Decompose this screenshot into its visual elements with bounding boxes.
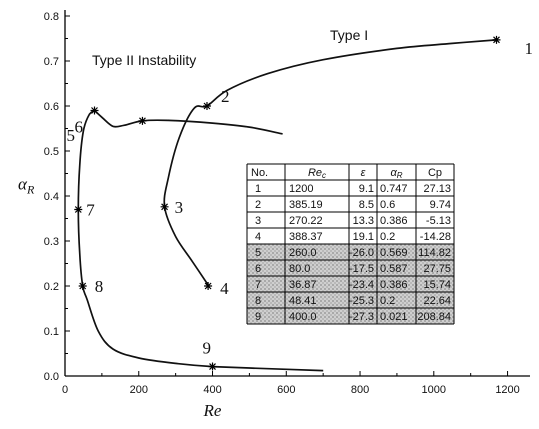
table-cell: 0.587	[380, 263, 408, 275]
y-tick-label: 0.4	[44, 191, 59, 203]
annotation-type-i: Type I	[330, 27, 368, 43]
table-cell: 2	[255, 199, 261, 211]
table-cell: 9.1	[359, 183, 374, 195]
table-cell: 5	[255, 247, 261, 259]
table-cell: -14.28	[420, 231, 451, 243]
x-tick-label: 1000	[422, 384, 446, 396]
table-header-cell: ε	[361, 167, 366, 179]
table-cell: 8	[255, 295, 261, 307]
table-cell: 0.386	[380, 279, 408, 291]
x-tick-label: 400	[203, 384, 221, 396]
table-cell: 48.41	[289, 295, 317, 307]
curve-line	[163, 39, 497, 287]
y-tick-label: 0.2	[44, 281, 59, 293]
table-cell: 0.021	[380, 311, 408, 323]
point-label: 3	[175, 198, 184, 217]
point-label: 2	[221, 87, 230, 106]
table-cell: 80.0	[289, 263, 310, 275]
x-axis-title: Re	[203, 401, 222, 420]
data-marker	[202, 102, 211, 110]
table-cell: -26.0	[349, 247, 374, 259]
x-tick-label: 0	[62, 384, 68, 396]
table-cell: 19.1	[353, 231, 374, 243]
curve-line	[77, 109, 324, 372]
point-label: 7	[86, 201, 95, 220]
data-marker	[90, 106, 99, 115]
table-header-sub: R	[397, 171, 403, 180]
point-label: 1	[524, 39, 533, 58]
table-cell: -27.3	[349, 311, 374, 323]
table-cell: 0.747	[380, 183, 408, 195]
x-tick-label: 200	[130, 384, 148, 396]
curve-line	[93, 109, 283, 135]
table-cell: 9.74	[430, 199, 451, 211]
table-cell: 1	[255, 183, 261, 195]
data-marker	[160, 202, 169, 211]
point-label: 8	[95, 277, 104, 296]
table-shaded-rows	[247, 244, 454, 324]
table-cell: 6	[255, 263, 261, 275]
data-marker	[74, 205, 83, 214]
table-header-cell: Cp	[428, 167, 442, 179]
table-cell: 13.3	[353, 215, 374, 227]
table-cell: 388.37	[289, 231, 323, 243]
table-cell: 3	[255, 215, 261, 227]
table-cell: 8.5	[359, 199, 374, 211]
y-tick-label: 0.7	[44, 56, 59, 68]
table-cell: 4	[255, 231, 261, 243]
y-tick-label: 0.3	[44, 236, 59, 248]
table-cell: 208.84	[417, 311, 451, 323]
table-cell: 400.0	[289, 311, 317, 323]
table-cell: 270.22	[289, 215, 323, 227]
table-header-sub: c	[322, 171, 326, 180]
y-axis-title: αR	[18, 174, 35, 196]
table-header-cell: αR	[390, 167, 402, 180]
y-tick-label: 0.6	[44, 101, 59, 113]
point-label: 5	[66, 126, 75, 145]
table-cell: -17.5	[349, 263, 374, 275]
table-cell: 15.74	[423, 279, 451, 291]
table-cell: -23.4	[349, 279, 374, 291]
table-cell: 1200	[289, 183, 313, 195]
table-cell: 260.0	[289, 247, 317, 259]
table-cell: 27.13	[423, 183, 451, 195]
table-cell: 7	[255, 279, 261, 291]
y-tick-label: 0.1	[44, 326, 59, 338]
table-cell: 0.6	[380, 199, 395, 211]
table-cell: -5.13	[426, 215, 451, 227]
data-marker	[78, 282, 87, 290]
plot-axes: 0.0 0.1 0.2 0.3 0.4 0.5 0.6 0.7 0.8 0 200 400 600 800…	[18, 10, 530, 420]
table-cell: 385.19	[289, 199, 323, 211]
point-label: 4	[220, 279, 229, 298]
x-tick-label: 800	[351, 384, 369, 396]
point-label: 6	[75, 118, 84, 137]
data-marker	[492, 35, 501, 44]
table-cell: 0.2	[380, 295, 395, 307]
table-cell: 0.569	[380, 247, 408, 259]
table-cell: 0.386	[380, 215, 408, 227]
table-cell: 36.87	[289, 279, 317, 291]
y-axis-title-sub: R	[26, 182, 35, 196]
y-tick-label: 0.8	[44, 11, 59, 23]
table-cell: 9	[255, 311, 261, 323]
data-marker	[204, 282, 213, 290]
data-marker	[208, 362, 217, 371]
annotation-type-ii: Type II Instability	[92, 52, 196, 68]
x-tick-label: 1200	[495, 384, 519, 396]
table-cell: 27.75	[423, 263, 451, 275]
data-marker	[138, 116, 147, 125]
y-tick-label: 0.0	[44, 371, 59, 383]
y-tick-label: 0.5	[44, 146, 59, 158]
data-table: No. Rec ε αR Cp 1 1200 9.1 0.747 27.13 2 385.19 8.5 0…	[246, 163, 455, 325]
x-tick-label: 600	[277, 384, 295, 396]
table-cell: -25.3	[349, 295, 374, 307]
table-cell: 114.82	[418, 247, 451, 259]
table-cell: 22.64	[423, 295, 451, 307]
table-header-cell: Rec	[308, 167, 326, 180]
table-header-cell: No.	[251, 167, 268, 179]
table-cell: 0.2	[380, 231, 395, 243]
point-label: 9	[203, 339, 212, 358]
